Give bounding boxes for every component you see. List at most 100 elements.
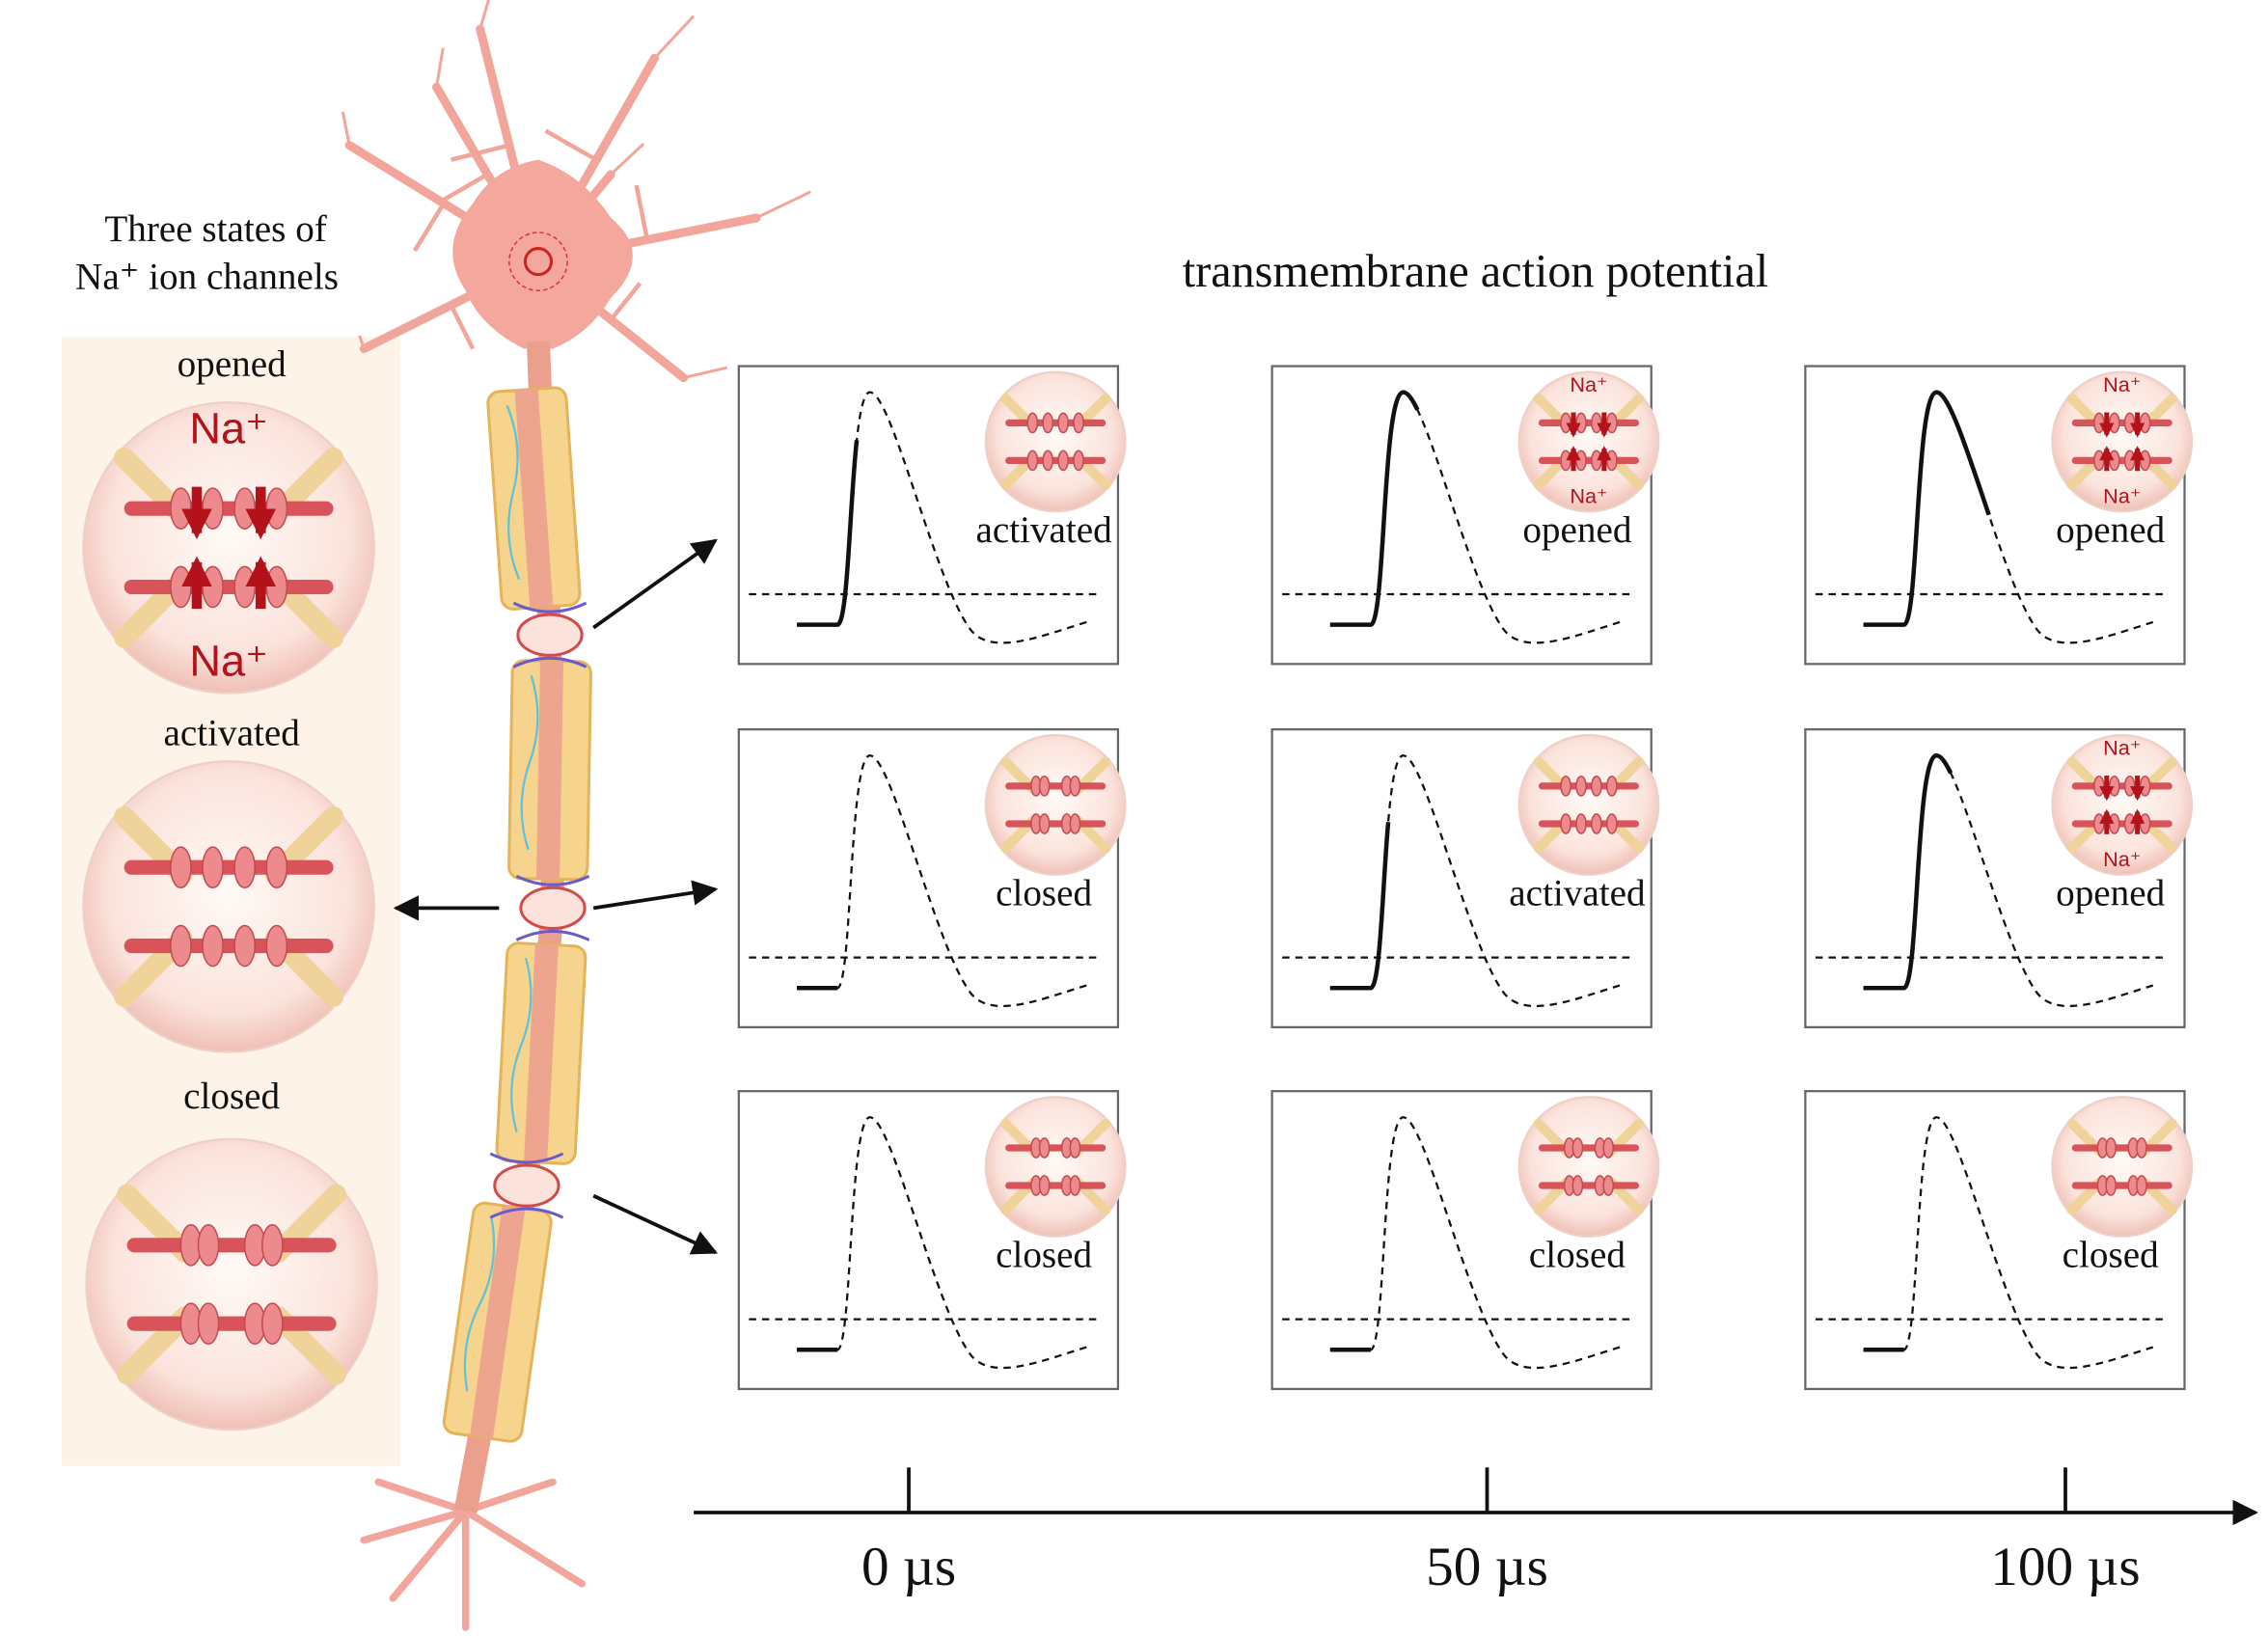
gate xyxy=(1026,412,1039,434)
gate xyxy=(2093,776,2105,797)
terminal xyxy=(461,1478,557,1515)
channel-circle xyxy=(984,1096,1127,1238)
gate xyxy=(265,846,288,889)
state-label: closed xyxy=(996,872,1092,913)
gate xyxy=(1038,776,1051,797)
gate xyxy=(265,565,288,609)
channel-circle xyxy=(1517,370,1660,513)
state-label: closed xyxy=(1529,1234,1626,1275)
channel-icon xyxy=(984,370,1127,513)
gate xyxy=(1575,412,1587,434)
gate xyxy=(2105,1137,2117,1159)
legend-title: Three states of xyxy=(104,208,327,250)
membrane-bar xyxy=(1005,456,1107,465)
gate xyxy=(170,487,192,531)
state-label: opened xyxy=(178,343,287,385)
gate xyxy=(2123,450,2136,472)
current xyxy=(463,1218,496,1392)
gate xyxy=(2105,1175,2117,1196)
membrane-bar xyxy=(123,859,334,875)
gate xyxy=(2108,412,2120,434)
gate xyxy=(1575,776,1587,797)
channel-circle xyxy=(82,760,375,1053)
ap-progress xyxy=(1329,752,1622,1009)
channel-circle xyxy=(984,370,1127,513)
dendrite xyxy=(653,14,696,60)
channel-icon xyxy=(82,760,375,1053)
ion-label: Na⁺ xyxy=(1570,372,1607,396)
dendrite xyxy=(449,304,476,350)
gate xyxy=(1591,813,1602,834)
gate xyxy=(1575,813,1587,834)
axon-core xyxy=(524,943,559,1163)
gate xyxy=(2136,1137,2147,1159)
membrane-bar xyxy=(1538,1182,1640,1189)
axon-core xyxy=(470,1205,526,1439)
dendrite xyxy=(358,335,366,349)
gate xyxy=(1591,450,1602,472)
gate xyxy=(261,1302,284,1346)
nucleus xyxy=(508,232,568,291)
membrane-bar xyxy=(1005,1144,1107,1152)
gate xyxy=(1571,1137,1584,1159)
gate xyxy=(1069,813,1081,834)
dendrite xyxy=(544,128,598,162)
channel-icon: Na⁺ Na⁺ xyxy=(2051,370,2194,513)
membrane-bar xyxy=(2071,456,2172,465)
gate xyxy=(1605,776,1618,797)
dendrite xyxy=(609,282,642,321)
channel-circle xyxy=(984,734,1127,876)
gate xyxy=(1042,450,1054,472)
membrane-bar xyxy=(2071,1182,2172,1189)
gate xyxy=(1057,412,1069,434)
state-label: activated xyxy=(1509,872,1646,913)
gate xyxy=(1560,450,1571,472)
gate xyxy=(1038,1137,1051,1159)
dendrite xyxy=(683,366,728,380)
neuron xyxy=(341,0,812,1631)
gate xyxy=(265,487,288,531)
channel-circle xyxy=(1517,734,1660,876)
gate xyxy=(2139,776,2151,797)
dendrite xyxy=(341,111,351,146)
channel-icon xyxy=(2051,1096,2194,1238)
membrane-bar xyxy=(1538,1144,1640,1152)
dendrite xyxy=(478,0,491,30)
membrane-bar xyxy=(126,1238,337,1253)
ap-progress xyxy=(797,390,1088,645)
channel-circle xyxy=(1517,1096,1660,1238)
gate xyxy=(2136,1175,2147,1196)
terminal xyxy=(374,1478,470,1515)
gate xyxy=(1038,1175,1051,1196)
terminal xyxy=(389,1507,470,1602)
nucleolus xyxy=(523,247,554,277)
membrane-bar xyxy=(1005,1182,1107,1189)
gate xyxy=(1069,1137,1081,1159)
channel-icon: Na⁺ Na⁺ xyxy=(82,401,375,695)
state-label: activated xyxy=(163,713,300,754)
state-label: opened xyxy=(1522,509,1631,551)
state-label: opened xyxy=(2056,872,2165,913)
legend-title: Na⁺ ion channels xyxy=(75,257,339,298)
dendrite xyxy=(634,184,650,240)
gate xyxy=(2123,412,2136,434)
gate xyxy=(233,487,256,531)
membrane-bar xyxy=(2071,419,2172,426)
membrane-bar xyxy=(1538,419,1640,426)
gate xyxy=(1602,1175,1615,1196)
gate xyxy=(1073,450,1084,472)
panel xyxy=(1271,727,1653,1029)
panel-title: transmembrane action potential xyxy=(1183,246,1768,297)
gate xyxy=(2123,813,2136,834)
soma xyxy=(452,159,633,349)
gate xyxy=(1591,776,1602,797)
gate xyxy=(265,924,288,968)
state-label: closed xyxy=(183,1076,280,1117)
terminal xyxy=(461,1507,586,1588)
gate xyxy=(197,1302,220,1346)
node xyxy=(493,1163,560,1208)
channel-circle xyxy=(85,1137,378,1432)
gate xyxy=(233,846,256,889)
ion-label: Na⁺ xyxy=(1570,483,1607,507)
gate xyxy=(1575,450,1587,472)
